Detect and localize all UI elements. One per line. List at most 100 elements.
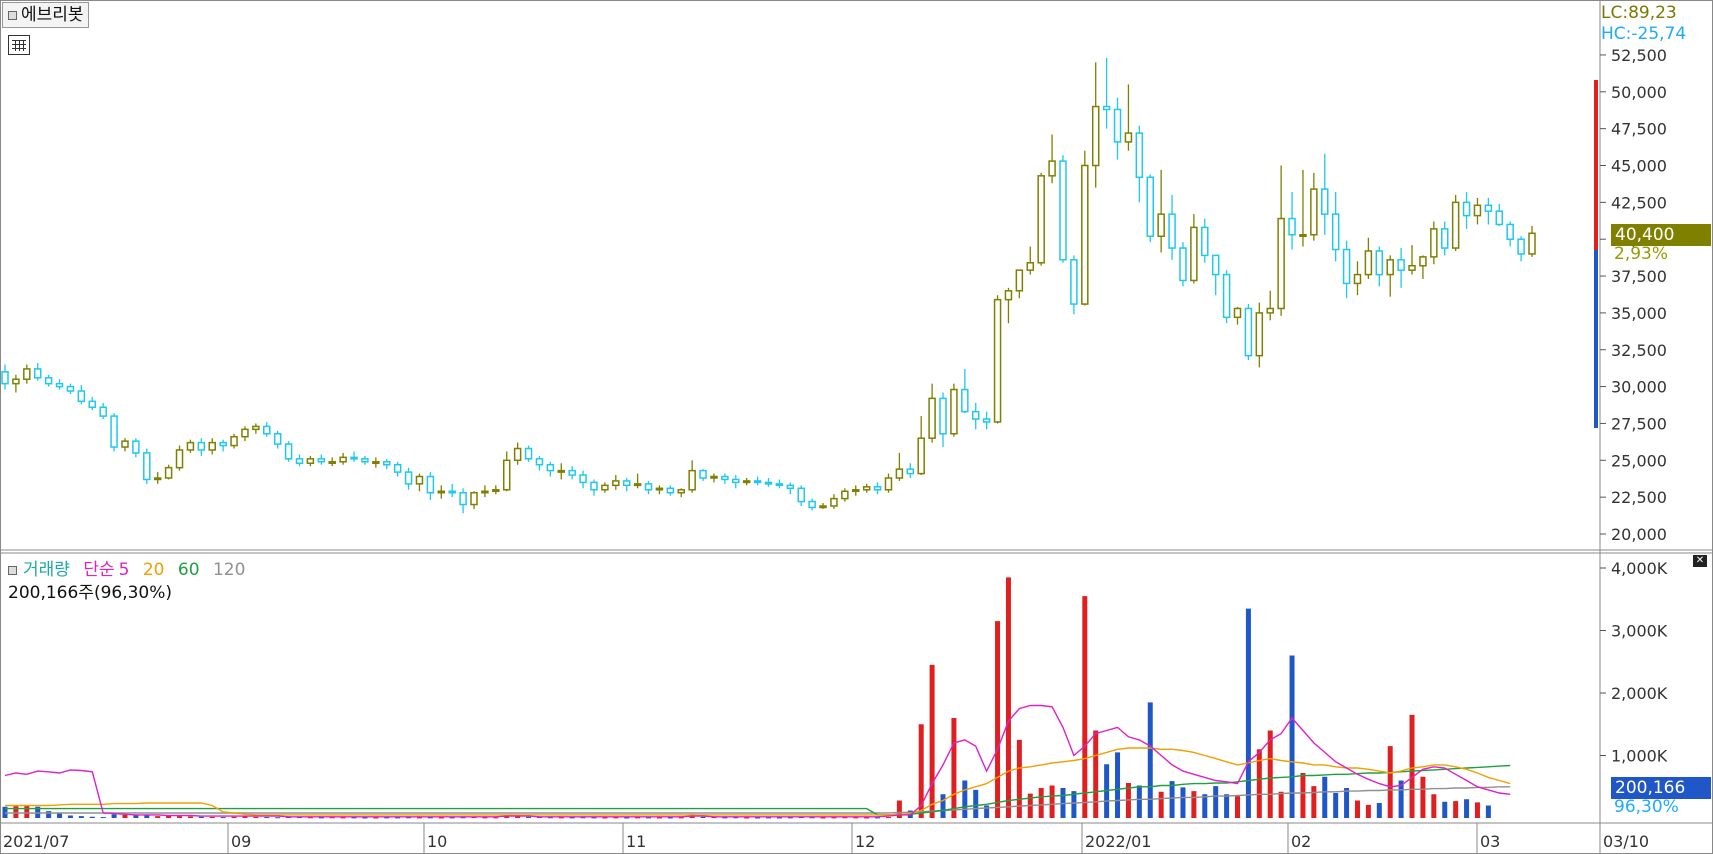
candle-body — [1299, 234, 1307, 238]
volume-bar — [1136, 785, 1142, 818]
candle-body — [1201, 226, 1209, 257]
volume-bar — [89, 816, 95, 818]
candle-body — [633, 483, 642, 487]
candle-body — [884, 477, 893, 491]
candle-body — [852, 489, 860, 493]
candle-body — [1081, 164, 1089, 305]
volume-bar — [733, 817, 739, 819]
volume-bar — [275, 817, 281, 819]
candle-body — [1168, 213, 1176, 249]
candle-body — [23, 368, 31, 380]
volume-bar — [635, 817, 641, 819]
candle-body — [1397, 259, 1405, 271]
candle-body — [404, 471, 413, 485]
candle-body — [775, 483, 784, 487]
candle-body — [459, 491, 467, 506]
volume-bar — [1202, 794, 1208, 818]
candle-body — [55, 382, 64, 388]
volume-bar — [155, 816, 161, 818]
close-icon[interactable]: ✕ — [1693, 555, 1707, 567]
candle-body — [950, 388, 958, 435]
candle-body — [1364, 250, 1373, 276]
volume-bar — [526, 816, 532, 818]
volume-bar — [416, 817, 422, 819]
candle-body — [917, 437, 925, 475]
candle-body — [1517, 238, 1525, 255]
candle-body — [993, 298, 1002, 423]
volume-bar — [646, 817, 652, 819]
candle-body — [1124, 132, 1133, 143]
price-tick-label: 35,000 — [1611, 304, 1667, 323]
candle-body — [66, 385, 75, 392]
volume-bar — [1256, 749, 1262, 818]
candle-body — [33, 368, 42, 379]
candle-body — [939, 397, 947, 435]
volume-bar — [984, 805, 990, 818]
ma5-line — [4, 704, 1511, 818]
volume-bar — [329, 817, 335, 819]
volume-bar — [1049, 785, 1055, 818]
candle-body — [841, 490, 849, 500]
collapse-icon[interactable] — [8, 11, 17, 20]
volume-bar — [144, 814, 150, 818]
volume-bar — [656, 817, 662, 819]
candle-body — [1070, 259, 1078, 305]
volume-collapse-icon[interactable] — [8, 565, 17, 575]
candle-body — [219, 441, 227, 447]
candle-body — [786, 484, 795, 490]
candle-body — [153, 477, 162, 481]
candle-body — [230, 435, 238, 447]
volume-bar — [1431, 794, 1437, 818]
volume-bar — [755, 817, 761, 819]
stock-name-box[interactable]: 에브리봇 — [2, 2, 89, 28]
x-tick-label: 10 — [427, 832, 447, 851]
candle-body — [1430, 228, 1438, 258]
candle-body — [110, 415, 118, 448]
volume-bar — [318, 817, 324, 819]
volume-bar — [875, 817, 881, 819]
candle-body — [1386, 259, 1394, 276]
x-tick-label: 03 — [1480, 832, 1500, 851]
price-tick-label: 50,000 — [1611, 83, 1667, 102]
volume-bar — [362, 817, 368, 819]
volume-bar — [569, 817, 575, 819]
candle-body — [415, 475, 424, 485]
volume-ma-lines — [4, 704, 1511, 818]
candle-body — [99, 406, 107, 417]
volume-tick-label: 4,000K — [1611, 559, 1668, 578]
candle-body — [1026, 262, 1035, 271]
volume-bar — [831, 817, 837, 819]
volume-bar — [46, 811, 52, 818]
candle-body — [284, 443, 293, 460]
price-tick-label: 37,500 — [1611, 267, 1667, 286]
candle-body — [699, 469, 707, 479]
volume-bar — [1191, 791, 1197, 818]
candle-body — [1048, 160, 1056, 177]
candle-body — [961, 388, 969, 413]
candlestick-series — [1, 57, 1536, 514]
candle-body — [1190, 226, 1198, 282]
price-tick-label: 30,000 — [1611, 378, 1667, 397]
table-grid-icon[interactable] — [8, 35, 30, 55]
candle-body — [579, 474, 587, 484]
x-tick-label: 09 — [231, 832, 251, 851]
volume-bar — [242, 816, 248, 818]
candle-body — [502, 459, 511, 491]
volume-bar — [602, 817, 608, 819]
candle-body — [1255, 312, 1264, 357]
volume-bar — [111, 814, 117, 818]
volume-bar — [1082, 596, 1088, 818]
volume-bar — [187, 816, 193, 818]
candle-body — [1375, 250, 1384, 276]
candle-body — [1342, 248, 1351, 285]
volume-bar — [929, 664, 935, 818]
price-tick-label: 22,500 — [1611, 488, 1667, 507]
volume-bar — [427, 817, 433, 819]
price-tick-label: 52,500 — [1611, 46, 1667, 65]
volume-bar — [1038, 788, 1044, 818]
candle-body — [1331, 213, 1340, 251]
price-axis: 52,50050,00047,50045,00042,50040,00037,5… — [1600, 46, 1667, 544]
candle-body — [1440, 228, 1449, 249]
candle-body — [644, 483, 653, 491]
